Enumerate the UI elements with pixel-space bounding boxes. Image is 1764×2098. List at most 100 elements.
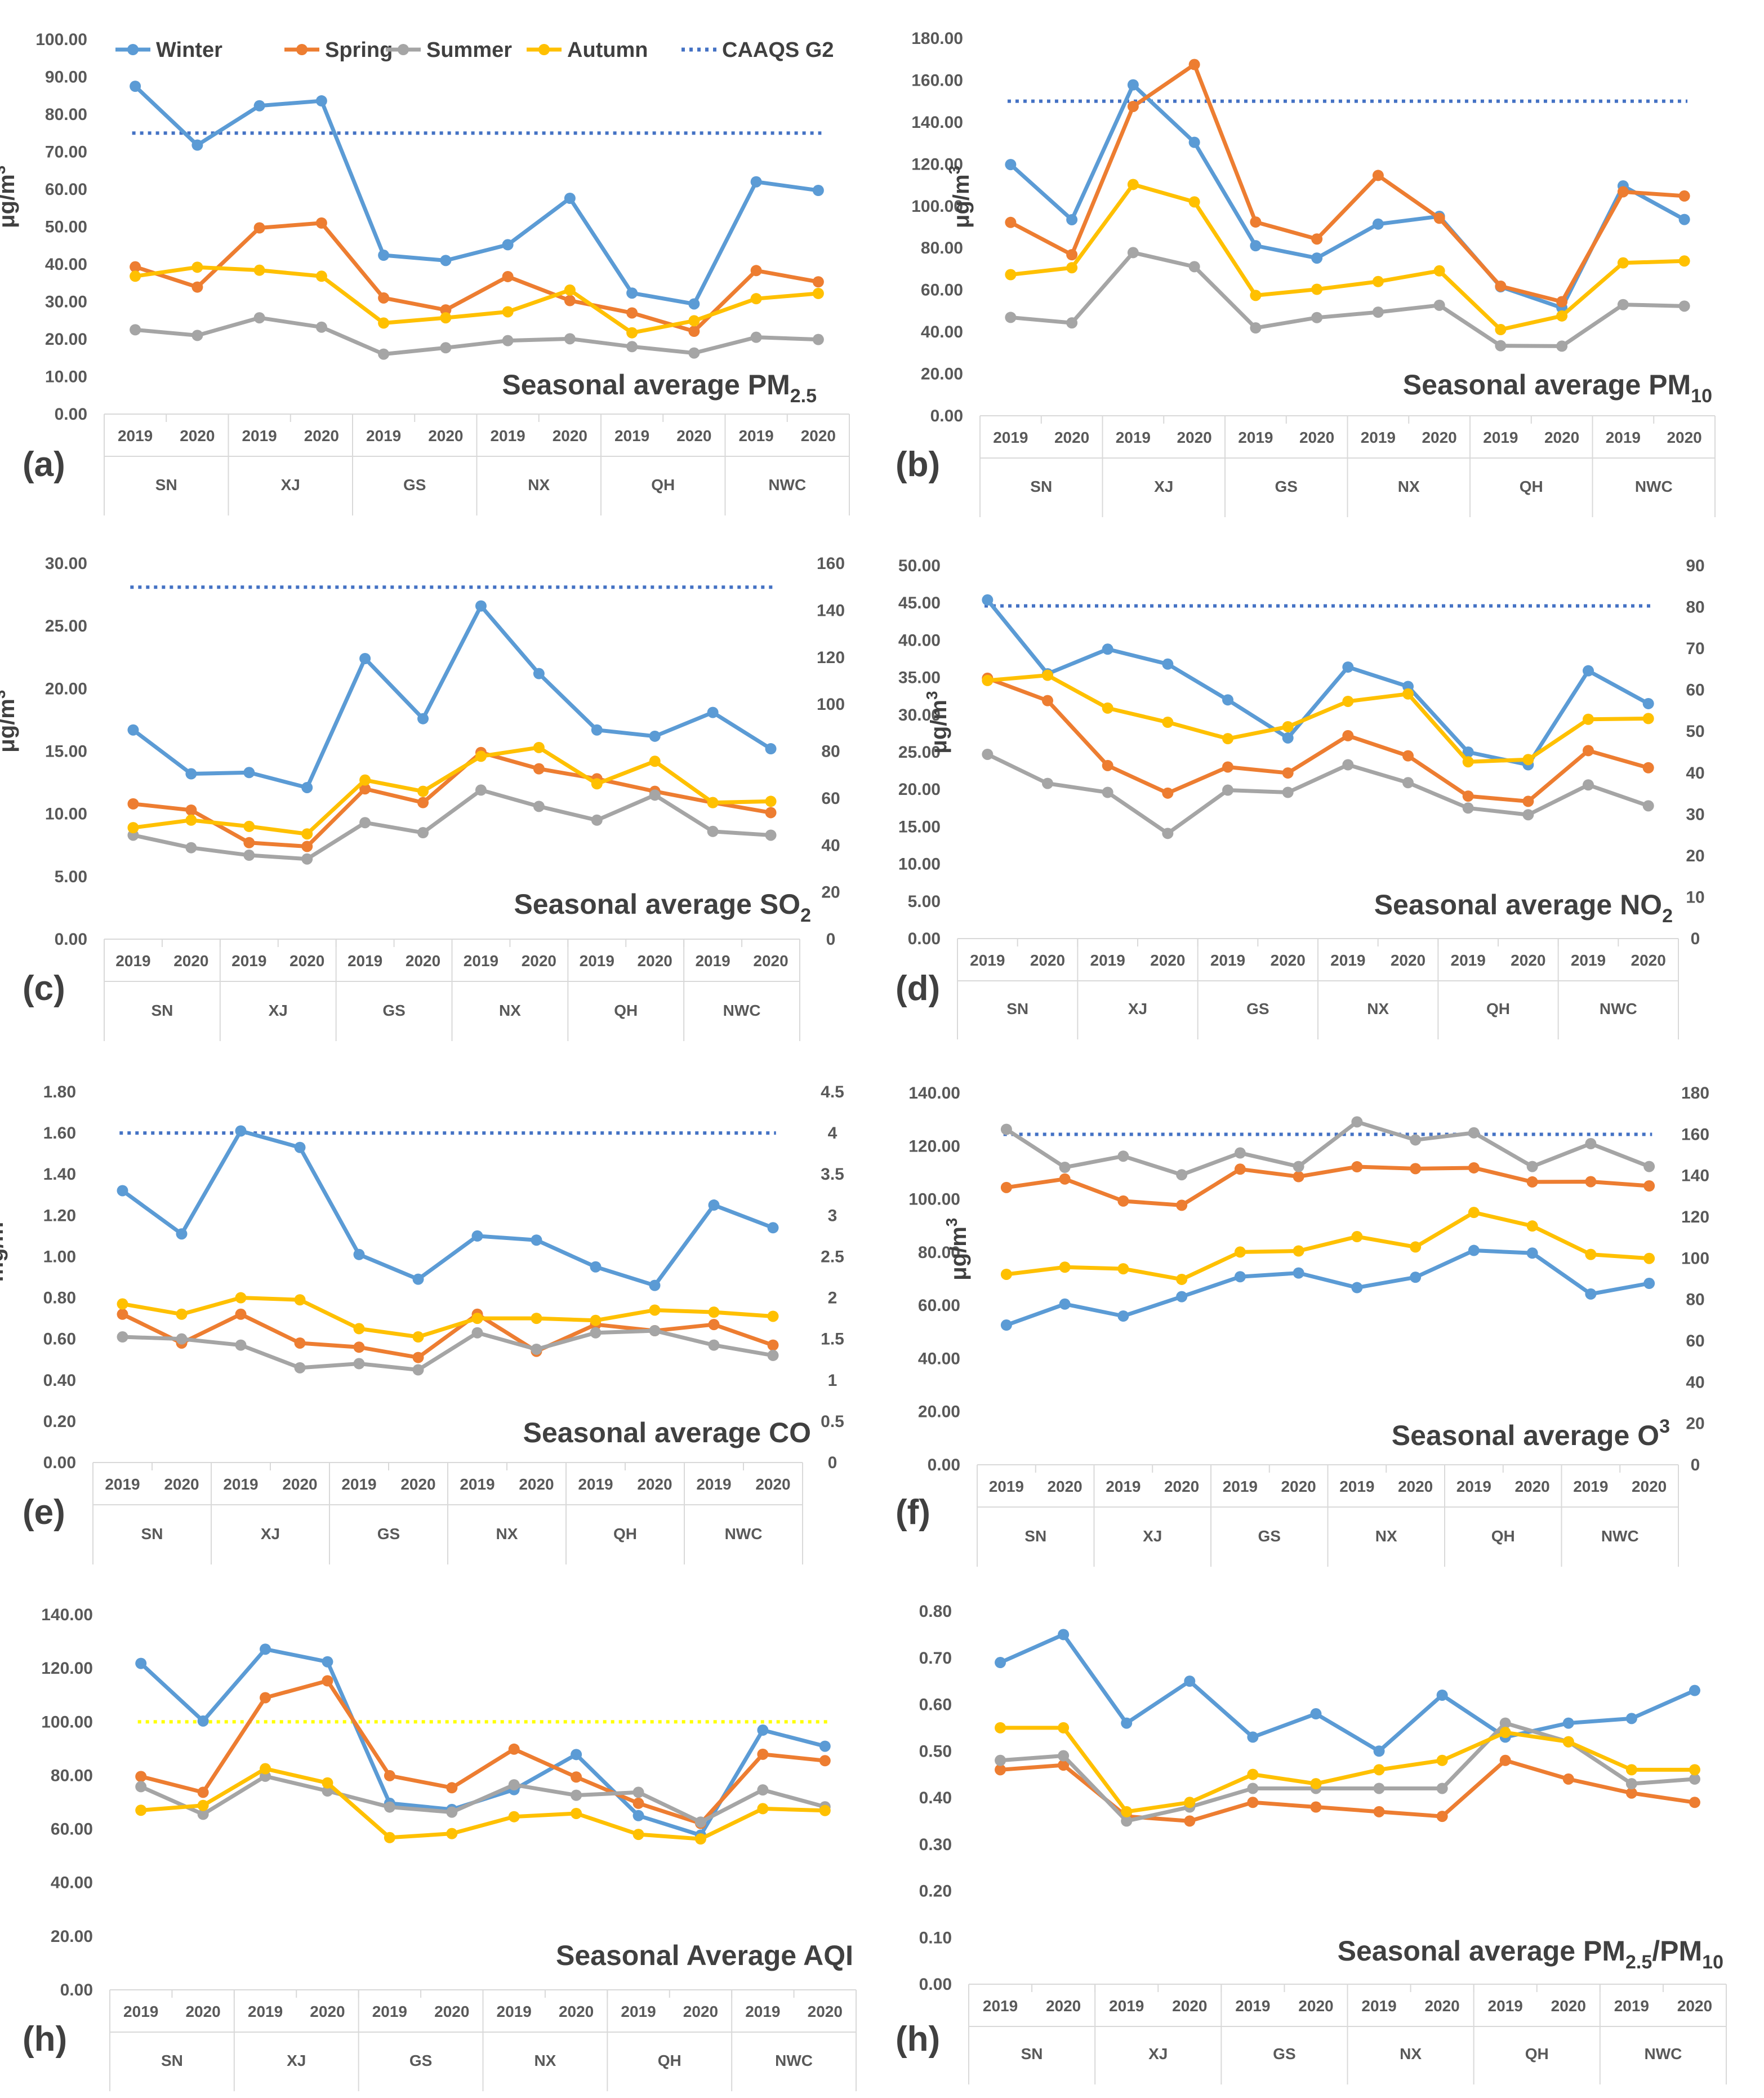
y2-tick-label: 80 [1686,598,1704,617]
x-group-label: GS [403,476,426,494]
data-point-summer [294,1362,306,1374]
data-point-spring [626,307,638,319]
panel-e: 0.00 0.20 0.40 0.60 0.80 1.00 1.20 1.40 1.60 1.80… [0,1083,844,1564]
data-point-summer [571,1789,582,1801]
x-tick-label-year: 2019 [738,427,773,445]
data-point-summer [1351,1116,1363,1128]
data-point-autumn [1495,324,1507,336]
series-line-spring [1009,63,1685,304]
data-point-autumn [1526,1220,1538,1232]
data-point-autumn [127,822,139,834]
y-tick-label: 0.80 [43,1289,76,1308]
data-point-summer [533,801,545,812]
data-point-autumn [1066,262,1078,274]
y2-tick-label: 60 [1686,681,1704,700]
x-group-label: XJ [1143,1527,1162,1545]
x-tick-label-year: 2019 [989,1478,1024,1495]
y2-tick-label: 3.5 [821,1165,844,1184]
y-tick-label: 160.00 [911,71,963,90]
data-point-autumn [708,1306,720,1318]
y-axis-label: μg/m3 [943,1218,971,1281]
data-point-autumn [1311,283,1323,295]
data-point-summer [1689,1773,1700,1785]
series-line-spring [1006,1164,1650,1207]
series-line-summer [132,788,771,861]
data-point-summer [176,1333,188,1345]
chart-title-tail: /PM [1652,1935,1702,1967]
data-point-spring [1402,750,1414,762]
data-point-winter [135,1657,147,1669]
data-point-spring [384,1770,395,1781]
chart-title-main: Seasonal average PM [502,369,790,401]
y-tick-label: 30.00 [45,293,87,312]
y-tick-label: 0.80 [919,1602,952,1621]
data-point-winter [1342,661,1354,673]
legend-marker-autumn [538,44,550,55]
data-point-autumn [707,797,719,808]
data-point-spring [1468,1162,1480,1174]
x-group-label: GS [1246,1000,1269,1017]
data-point-winter [1282,732,1294,744]
data-point-winter [260,1643,271,1655]
data-point-spring [1250,216,1262,228]
y-tick-label: 0.60 [43,1330,76,1349]
data-point-autumn [440,312,452,324]
data-point-spring [1247,1797,1259,1808]
y2-tick-label: 40 [1686,1373,1704,1392]
data-point-summer [1643,1161,1655,1172]
data-point-summer [1188,261,1200,273]
y-tick-label: 5.00 [908,892,941,911]
data-point-winter [1293,1267,1304,1279]
y2-tick-label: 90 [1686,557,1704,575]
y-tick-label: 80.00 [45,105,87,124]
data-point-autumn [765,795,777,807]
legend: Winter Spring Summer Autumn CAAQS G2 [115,38,834,62]
x-tick-label-year: 2020 [753,952,788,970]
data-point-winter [378,250,390,261]
y2-tick-label: 30 [1686,805,1704,824]
data-point-spring [1234,1163,1246,1175]
data-point-summer [982,748,994,760]
y2-tick-label: 180 [1681,1084,1709,1103]
data-point-summer [1625,1778,1637,1790]
data-point-autumn [1222,733,1233,745]
data-point-autumn [1293,1245,1304,1257]
data-point-summer [1585,1138,1597,1150]
y-tick-label: 140.00 [908,1084,960,1103]
x-tick-label-year: 2019 [366,427,401,445]
y2-tick-label: 50 [1686,722,1704,741]
x-group-label: NWC [723,1002,761,1019]
data-point-autumn [1042,669,1053,681]
data-point-autumn [1643,1252,1655,1264]
data-point-winter [1643,1278,1655,1290]
y-tick-label: 10.00 [45,805,87,824]
panel-label: (a) [23,445,65,484]
x-tick-label-year: 2020 [173,952,208,970]
x-tick-label-year: 2019 [621,2003,656,2020]
x-group-label: NX [499,1002,521,1019]
y-tick-label: 0.20 [919,1882,952,1901]
x-group-label: XJ [1148,2045,1168,2063]
panel-c: 0.00 5.00 10.00 15.00 20.00 25.00 30.00 0 20 40 60… [0,554,845,1041]
data-point-spring [564,295,576,306]
series-line-winter [139,1647,826,1838]
panel-label: (e) [23,1493,65,1532]
data-point-autumn [197,1799,209,1811]
data-point-winter [1247,1731,1259,1743]
y-tick-label: 20.00 [898,780,941,799]
data-point-spring [1436,1811,1448,1823]
data-point-spring [446,1782,458,1794]
chart-title-superscript: 3 [1659,1416,1670,1437]
y2-tick-label: 20 [821,883,840,902]
data-point-spring [1585,1176,1597,1188]
series-line-spring [1000,1758,1695,1823]
data-point-summer [1522,809,1534,821]
x-tick-label-year: 2020 [434,2003,469,2020]
x-group-label: NX [1398,478,1420,495]
series-line-winter [999,1632,1696,1753]
y-tick-label: 1.20 [43,1206,76,1225]
data-point-autumn [508,1811,520,1823]
x-group-label: NWC [725,1525,763,1543]
series-line-summer [1000,1721,1695,1823]
y-axis-label-unit: μg/m [0,699,19,753]
